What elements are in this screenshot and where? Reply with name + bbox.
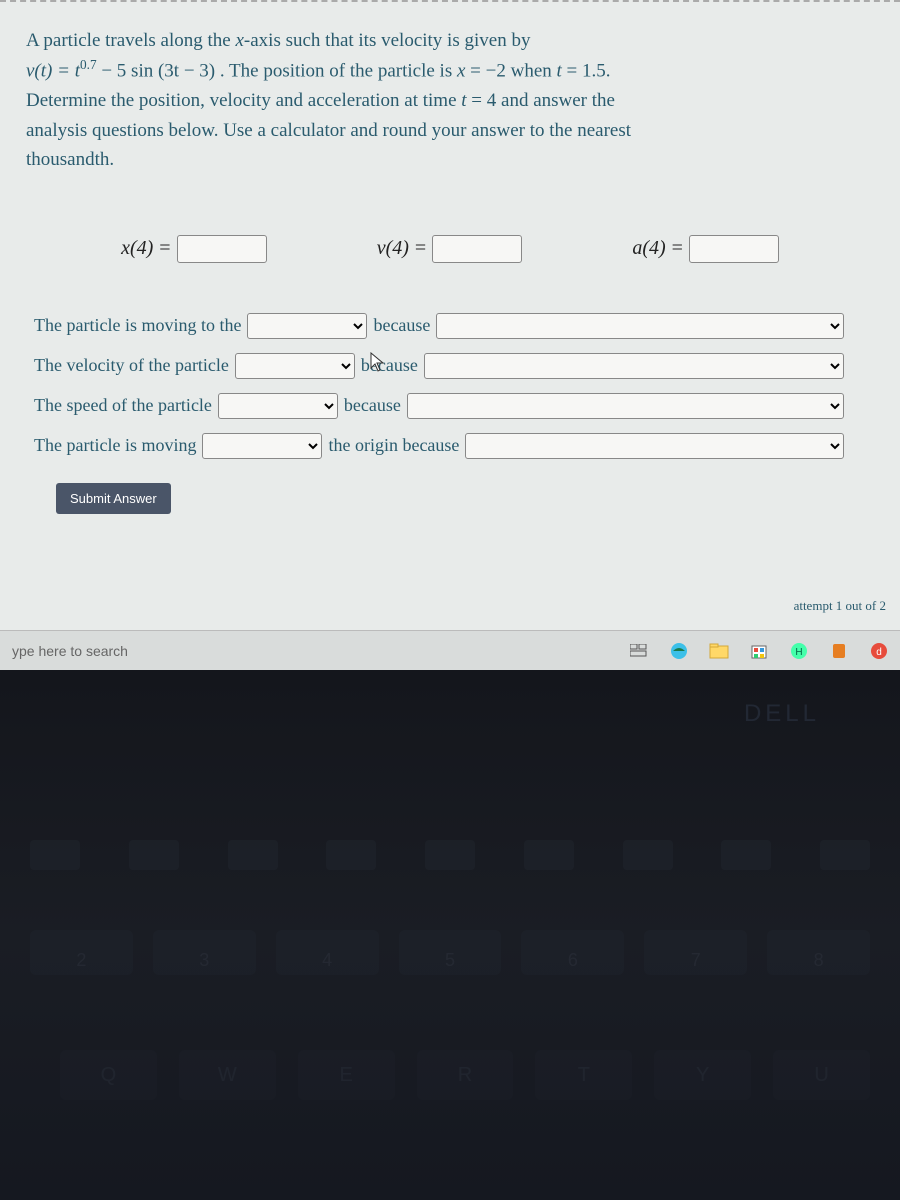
- analysis-row-4: The particle is moving the origin becaus…: [34, 433, 844, 459]
- text: = 4 and answer the: [467, 90, 615, 111]
- fn-key: [425, 840, 475, 870]
- num-key: 4: [276, 930, 379, 975]
- eq: =: [415, 237, 426, 260]
- text: because: [361, 355, 418, 376]
- velocity-reason-select[interactable]: [424, 353, 844, 379]
- analysis-row-1: The particle is moving to the because: [34, 313, 844, 339]
- analysis-block: The particle is moving to the because Th…: [34, 313, 844, 459]
- num-key: 2: [30, 930, 133, 975]
- text: the origin because: [328, 435, 459, 456]
- laptop-keyboard: DELL 2 3 4 5 6 7 8 Q W E R T Y U: [0, 670, 900, 1200]
- letter-key: W: [179, 1050, 276, 1100]
- x-label: x(4): [121, 237, 153, 260]
- text: A particle travels along the: [26, 30, 235, 51]
- text: The velocity of the particle: [34, 355, 229, 376]
- direction-select[interactable]: [247, 313, 367, 339]
- text: − 5 sin (3t − 3) . The position of the p…: [97, 61, 457, 82]
- search-input[interactable]: ype here to search: [12, 643, 128, 659]
- letter-key-row: Q W E R T Y U: [60, 1050, 870, 1100]
- letter-key: Y: [654, 1050, 751, 1100]
- analysis-row-2: The velocity of the particle because: [34, 353, 844, 379]
- number-key-row: 2 3 4 5 6 7 8: [30, 930, 870, 975]
- brand-label: DELL: [744, 700, 820, 728]
- svg-text:H: H: [795, 647, 802, 658]
- eq: =: [159, 237, 170, 260]
- fn-key: [228, 840, 278, 870]
- letter-key: T: [535, 1050, 632, 1100]
- exponent: 0.7: [80, 57, 97, 72]
- a-input[interactable]: [689, 235, 779, 263]
- velocity-select[interactable]: [235, 353, 355, 379]
- v-label: v(4): [377, 237, 409, 260]
- direction-reason-select[interactable]: [436, 313, 844, 339]
- x-answer-group: x(4) =: [121, 235, 266, 263]
- edge-icon[interactable]: [666, 638, 692, 664]
- app-icon-1[interactable]: H: [786, 638, 812, 664]
- letter-key: U: [773, 1050, 870, 1100]
- func-v: v(t) = t: [26, 61, 80, 82]
- fn-key: [820, 840, 870, 870]
- a-label: a(4): [632, 237, 665, 260]
- fn-key: [326, 840, 376, 870]
- text: because: [344, 395, 401, 416]
- file-explorer-icon[interactable]: [706, 638, 732, 664]
- x-input[interactable]: [177, 235, 267, 263]
- speed-select[interactable]: [218, 393, 338, 419]
- v-answer-group: v(4) =: [377, 235, 522, 263]
- num-key: 8: [767, 930, 870, 975]
- letter-key: R: [417, 1050, 514, 1100]
- problem-statement: A particle travels along the x-axis such…: [26, 26, 874, 175]
- task-view-icon[interactable]: [626, 638, 652, 664]
- v-input[interactable]: [432, 235, 522, 263]
- letter-key: E: [298, 1050, 395, 1100]
- num-key: 5: [399, 930, 502, 975]
- letter-key: Q: [60, 1050, 157, 1100]
- submit-button[interactable]: Submit Answer: [56, 483, 171, 514]
- text: Determine the position, velocity and acc…: [26, 90, 461, 111]
- text: = −2 when: [465, 61, 556, 82]
- store-icon[interactable]: [746, 638, 772, 664]
- num-key: 7: [644, 930, 747, 975]
- numeric-answers: x(4) = v(4) = a(4) =: [26, 235, 874, 263]
- analysis-row-3: The speed of the particle because: [34, 393, 844, 419]
- app-icon-2[interactable]: [826, 638, 852, 664]
- text: -axis such that its velocity is given by: [244, 30, 531, 51]
- fn-key: [129, 840, 179, 870]
- fn-key: [721, 840, 771, 870]
- num-key: 6: [521, 930, 624, 975]
- problem-screen: A particle travels along the x-axis such…: [0, 0, 900, 670]
- text: thousandth.: [26, 149, 114, 170]
- text: The particle is moving: [34, 435, 196, 456]
- eq: =: [672, 237, 683, 260]
- fn-key: [524, 840, 574, 870]
- windows-taskbar: ype here to search H d: [0, 630, 900, 670]
- text: analysis questions below. Use a calculat…: [26, 120, 631, 141]
- origin-select[interactable]: [202, 433, 322, 459]
- text: because: [373, 315, 430, 336]
- function-key-row: [30, 840, 870, 870]
- fn-key: [623, 840, 673, 870]
- speed-reason-select[interactable]: [407, 393, 844, 419]
- text: The speed of the particle: [34, 395, 212, 416]
- num-key: 3: [153, 930, 256, 975]
- fn-key: [30, 840, 80, 870]
- a-answer-group: a(4) =: [632, 235, 779, 263]
- attempt-counter: attempt 1 out of 2: [794, 598, 886, 614]
- app-icon-3[interactable]: d: [866, 638, 892, 664]
- var-x: x: [235, 30, 243, 51]
- text: = 1.5.: [562, 61, 611, 82]
- text: The particle is moving to the: [34, 315, 241, 336]
- origin-reason-select[interactable]: [465, 433, 844, 459]
- svg-text:d: d: [876, 647, 882, 658]
